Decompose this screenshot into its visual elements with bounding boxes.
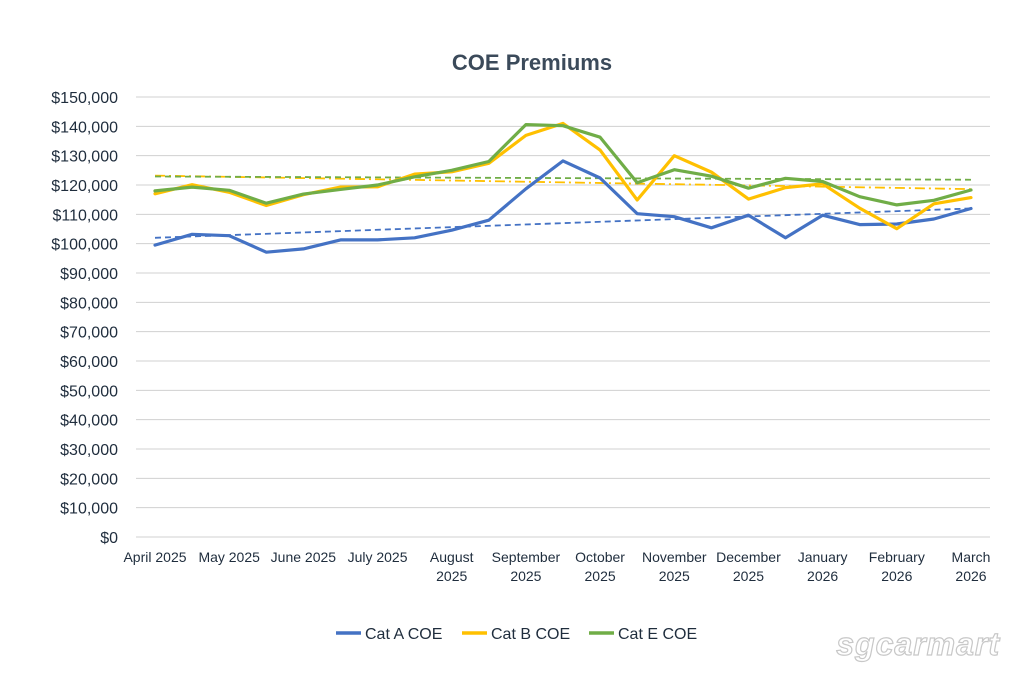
trendline-3 xyxy=(154,175,972,181)
watermark-logo: sgcarmart xyxy=(836,626,1000,662)
x-tick-label-line: August xyxy=(430,549,474,565)
chart-title: COE Premiums xyxy=(452,50,612,75)
y-tick-label: $130,000 xyxy=(51,149,118,166)
x-tick-label-line: April 2025 xyxy=(123,549,186,565)
y-tick-label: $150,000 xyxy=(51,90,118,107)
x-tick-label-line: October xyxy=(575,549,625,565)
trendline-1 xyxy=(154,207,972,239)
legend-label: Cat A COE xyxy=(365,626,442,643)
y-tick-label: $30,000 xyxy=(60,442,118,459)
x-tick-label-line: 2025 xyxy=(510,568,541,584)
legend: Cat A COE Cat B COE Cat E COE xyxy=(336,626,697,643)
legend-label: Cat E COE xyxy=(618,626,697,643)
x-axis-ticks: April 2025 May 2025 June 2025 July 2025 Augu… xyxy=(123,549,990,584)
x-tick-label: November 2025 xyxy=(642,549,707,584)
x-tick-label: March 2026 xyxy=(952,549,991,584)
y-tick-label: $110,000 xyxy=(52,207,118,224)
y-tick-label: $0 xyxy=(100,530,118,547)
x-tick-label: August 2025 xyxy=(430,549,474,584)
y-tick-label: $80,000 xyxy=(60,295,118,312)
x-tick-label-line: December xyxy=(716,549,781,565)
series-line-3 xyxy=(153,122,973,207)
x-tick-label-line: 2026 xyxy=(881,568,912,584)
x-tick-label-line: March xyxy=(952,549,991,565)
y-tick-label: $90,000 xyxy=(60,266,118,283)
x-tick-label-line: 2025 xyxy=(659,568,690,584)
x-tick-label: December 2025 xyxy=(716,549,781,584)
x-tick-label: June 2025 xyxy=(271,549,337,565)
y-tick-label: $140,000 xyxy=(51,119,118,136)
y-tick-label: $20,000 xyxy=(60,471,118,488)
x-tick-label-line: 2026 xyxy=(807,568,838,584)
x-tick-label: January 2026 xyxy=(798,549,848,584)
x-tick-label: July 2025 xyxy=(348,549,408,565)
x-tick-label-line: 2025 xyxy=(733,568,764,584)
y-tick-label: $40,000 xyxy=(60,413,118,430)
x-tick-label-line: 2025 xyxy=(585,568,616,584)
y-tick-label: $70,000 xyxy=(60,325,118,342)
y-tick-label: $60,000 xyxy=(60,354,118,371)
x-tick-label-line: June 2025 xyxy=(271,549,337,565)
x-tick-label: February 2026 xyxy=(869,549,925,584)
gridlines xyxy=(136,96,990,538)
series-line-1 xyxy=(153,159,973,254)
x-tick-label-line: 2025 xyxy=(436,568,467,584)
x-tick-label-line: May 2025 xyxy=(198,549,260,565)
x-tick-label: September 2025 xyxy=(492,549,561,584)
y-tick-label: $100,000 xyxy=(51,237,118,254)
x-tick-label-line: September xyxy=(492,549,561,565)
x-tick-label-line: November xyxy=(642,549,707,565)
x-tick-label-line: February xyxy=(869,549,925,565)
y-tick-label: $120,000 xyxy=(51,178,118,195)
y-tick-label: $10,000 xyxy=(60,501,118,518)
x-tick-label-line: July 2025 xyxy=(348,549,408,565)
y-tick-label: $50,000 xyxy=(60,383,118,400)
y-axis-ticks: $0 $10,000 $20,000 $30,000 $40,000 $50,000 $60… xyxy=(51,90,118,547)
data-series xyxy=(153,121,973,254)
x-tick-label: April 2025 xyxy=(123,549,186,565)
legend-label: Cat B COE xyxy=(491,626,570,643)
x-tick-label: May 2025 xyxy=(198,549,260,565)
x-tick-label-line: January xyxy=(798,549,848,565)
x-tick-label: October 2025 xyxy=(575,549,625,584)
x-tick-label-line: 2026 xyxy=(955,568,986,584)
